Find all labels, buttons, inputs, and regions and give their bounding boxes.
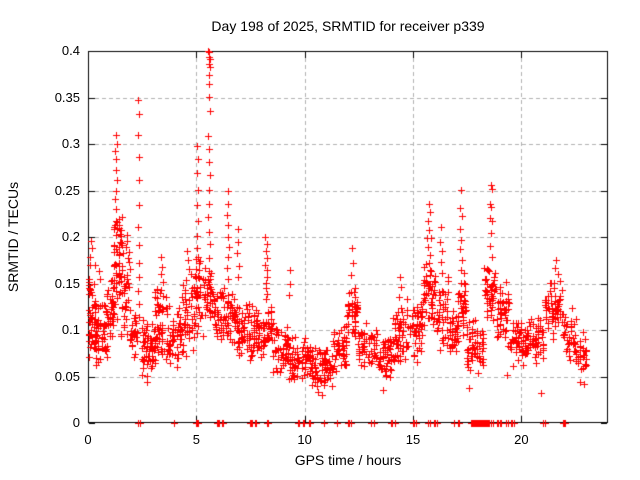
y-tick-label: 0	[72, 415, 80, 430]
y-tick-label: 0.4	[61, 43, 80, 58]
y-tick-label: 0.25	[54, 182, 80, 198]
y-tick-label: 0.05	[54, 368, 80, 384]
x-tick-label: 5	[192, 432, 200, 447]
y-tick-label: 0.15	[54, 275, 80, 291]
y-tick-label: 0.1	[61, 322, 80, 337]
y-tick-label: 0.35	[54, 89, 80, 105]
x-tick-label: 10	[297, 432, 312, 447]
x-tick-label: 15	[405, 432, 421, 447]
y-tick-label: 0.2	[61, 229, 80, 244]
x-tick-label: 0	[84, 432, 92, 447]
chart-title: Day 198 of 2025, SRMTID for receiver p33…	[211, 18, 485, 34]
x-tick-label: 20	[514, 432, 529, 447]
x-axis-title: GPS time / hours	[294, 452, 402, 468]
y-tick-label: 0.3	[61, 136, 80, 151]
